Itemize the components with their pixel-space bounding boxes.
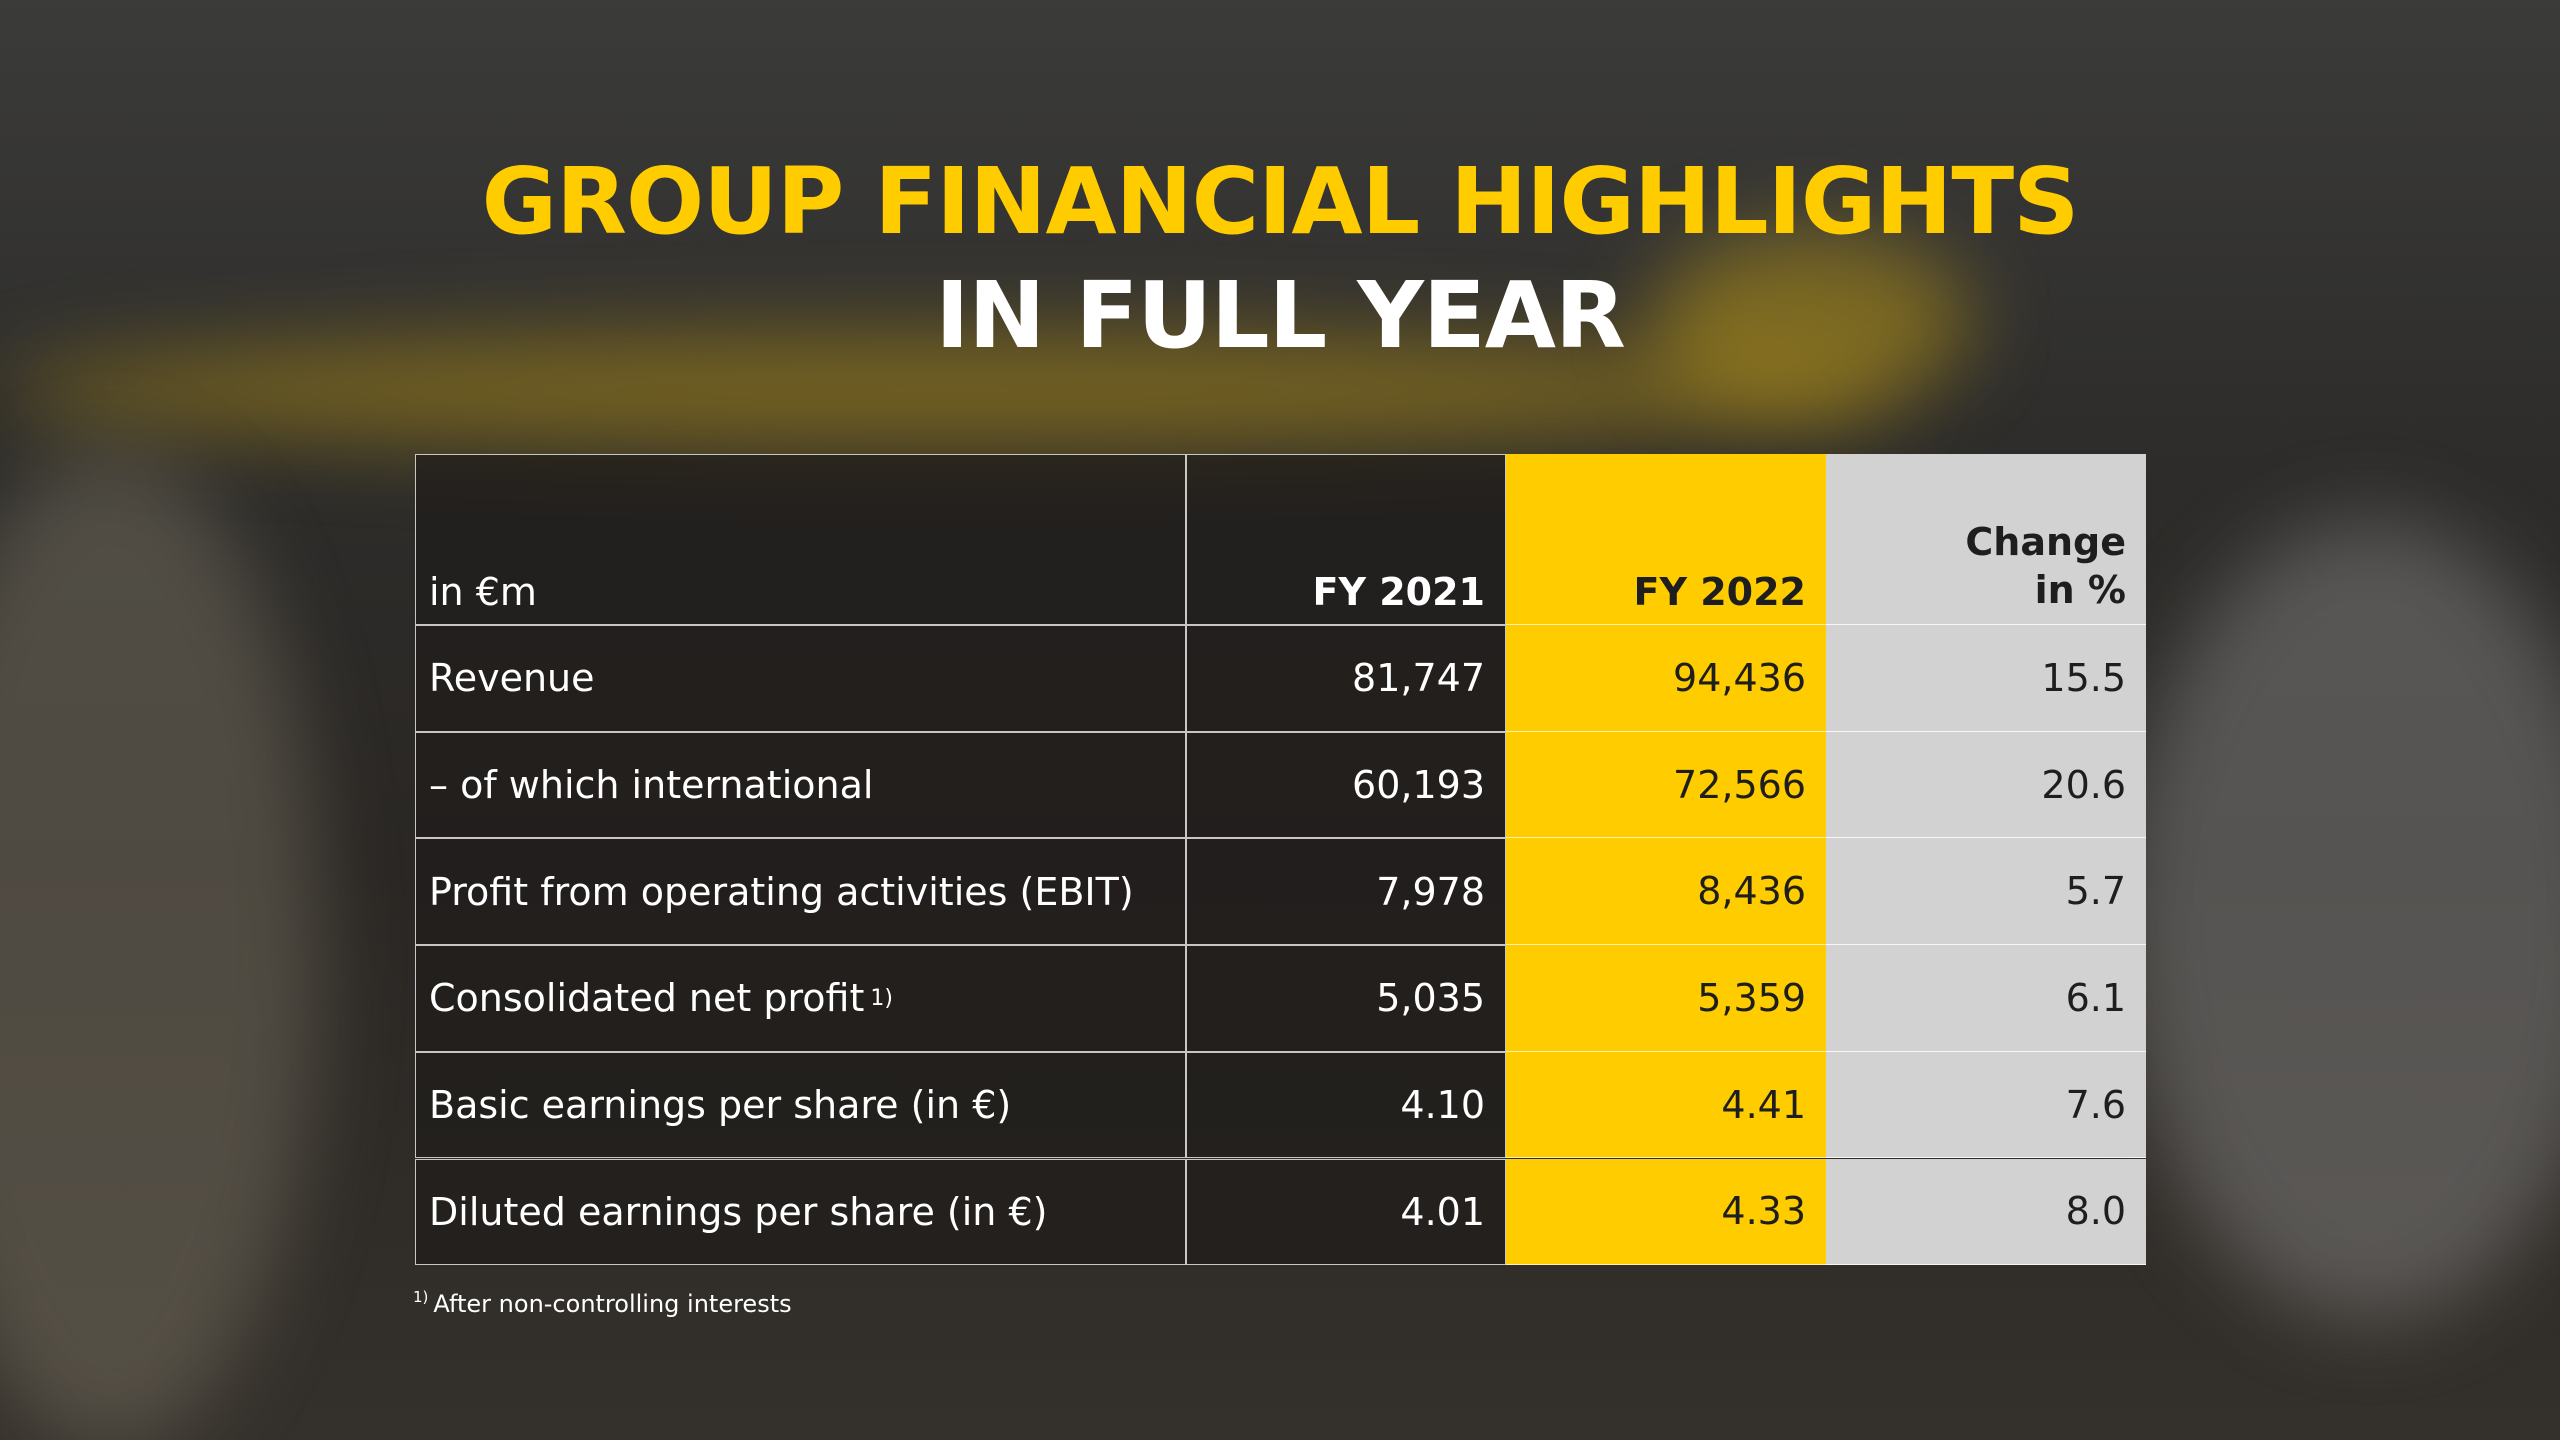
background-cargo-right <box>2120 520 2560 1320</box>
cell-text: 15.5 <box>2041 655 2126 700</box>
value-cell: 20.6 <box>1826 731 2146 839</box>
value-cell: 7.6 <box>1826 1051 2146 1159</box>
value-cell: 5,035 <box>1186 945 1506 1052</box>
footnote-marker: 1) <box>870 985 893 1011</box>
cell-text: 4.10 <box>1400 1083 1485 1128</box>
value-cell: 7,978 <box>1186 838 1506 946</box>
footnote: 1) After non-controlling interests <box>413 1288 792 1318</box>
row-label: Profit from operating activities (EBIT) <box>415 838 1186 946</box>
value-cell: 4.41 <box>1506 1051 1826 1159</box>
cell-text: Profit from operating activities (EBIT) <box>429 869 1134 914</box>
value-cell: 6.1 <box>1826 945 2146 1052</box>
value-cell: 8.0 <box>1826 1158 2146 1266</box>
value-cell: 81,747 <box>1186 625 1506 732</box>
cell-text: 60,193 <box>1352 763 1485 808</box>
cell-text: 6.1 <box>2065 975 2126 1020</box>
header-text: FY 2021 <box>1312 570 1485 614</box>
footnote-marker: 1) <box>413 1288 429 1306</box>
row-label-text: Consolidated net profit <box>429 976 865 1021</box>
cell-text: 5,359 <box>1697 975 1806 1020</box>
row-label: Consolidated net profit 1) <box>415 945 1186 1052</box>
cell-text: 20.6 <box>2041 762 2126 807</box>
cell-text: – of which international <box>429 763 874 808</box>
cell-text: 81,747 <box>1352 656 1485 701</box>
header-cell: in €m <box>415 454 1186 625</box>
value-cell: 5,359 <box>1506 945 1826 1052</box>
cell-text: Diluted earnings per share (in €) <box>429 1189 1048 1234</box>
background-tail <box>1650 230 1970 410</box>
header-line: in % <box>2034 568 2126 612</box>
header-cell: FY 2022 <box>1506 454 1826 625</box>
row-label: Revenue <box>415 625 1186 732</box>
cell-text: 4.33 <box>1721 1189 1806 1234</box>
header-text: Change in % <box>1965 518 2126 614</box>
cell-text: Revenue <box>429 656 595 701</box>
value-cell: 15.5 <box>1826 625 2146 732</box>
row-label: – of which international <box>415 731 1186 839</box>
value-cell: 60,193 <box>1186 731 1506 839</box>
row-label: Diluted earnings per share (in €) <box>415 1158 1186 1266</box>
header-line: Change <box>1965 520 2126 564</box>
cell-text: 8.0 <box>2065 1189 2126 1234</box>
cell-text: 5,035 <box>1376 976 1485 1021</box>
cell-text: 72,566 <box>1673 762 1806 807</box>
value-cell: 5.7 <box>1826 838 2146 946</box>
value-cell: 4.10 <box>1186 1051 1506 1159</box>
title-line2: IN FULL YEAR <box>935 262 1626 369</box>
cell-text: 4.01 <box>1400 1189 1485 1234</box>
value-cell: 72,566 <box>1506 731 1826 839</box>
title-line1: GROUP FINANCIAL HIGHLIGHTS <box>481 148 2080 255</box>
background-cargo-left <box>0 450 320 1440</box>
row-label: Basic earnings per share (in €) <box>415 1051 1186 1159</box>
footnote-text: After non-controlling interests <box>433 1290 792 1318</box>
value-cell: 94,436 <box>1506 625 1826 732</box>
background-plane <box>0 330 1900 450</box>
header-cell: Change in % <box>1826 454 2146 625</box>
cell-text: 8,436 <box>1697 869 1806 914</box>
cell-text: 4.41 <box>1721 1082 1806 1127</box>
cell-text: 7.6 <box>2065 1082 2126 1127</box>
value-cell: 4.33 <box>1506 1158 1826 1266</box>
cell-text: 5.7 <box>2065 869 2126 914</box>
header-text: FY 2022 <box>1633 570 1806 614</box>
cell-text: 94,436 <box>1673 655 1806 700</box>
cell-text: Basic earnings per share (in €) <box>429 1083 1012 1128</box>
header-text: in €m <box>429 570 537 614</box>
value-cell: 8,436 <box>1506 838 1826 946</box>
value-cell: 4.01 <box>1186 1158 1506 1266</box>
cell-text: 7,978 <box>1376 869 1485 914</box>
header-cell: FY 2021 <box>1186 454 1506 625</box>
